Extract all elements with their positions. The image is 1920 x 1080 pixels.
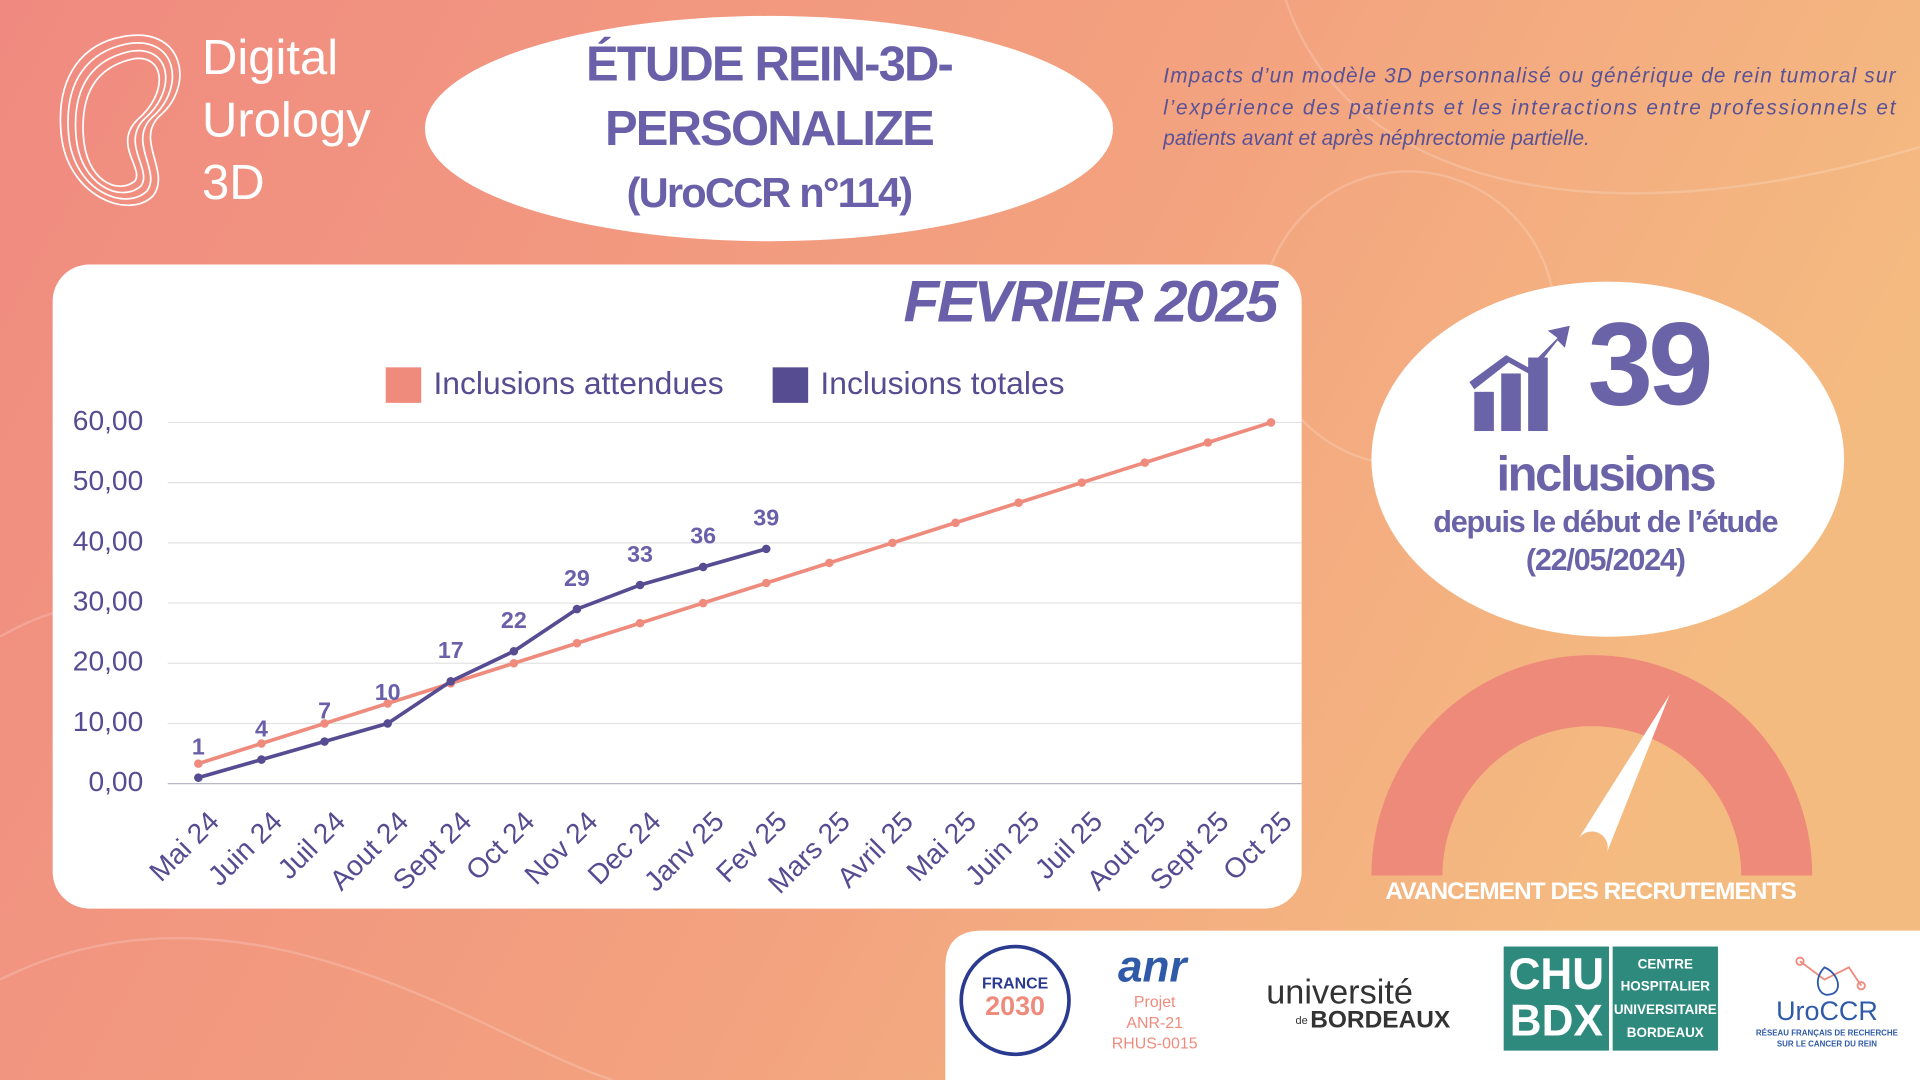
logo-text: BDX xyxy=(1510,996,1604,1045)
growth-icon xyxy=(1469,325,1570,432)
data-point xyxy=(1140,458,1150,467)
gauge-label: AVANCEMENT DES RECRUTEMENTS xyxy=(1385,878,1796,905)
data-label: 33 xyxy=(627,541,653,567)
logo-text: RÉSEAU FRANÇAIS DE RECHERCHE xyxy=(1756,1029,1898,1038)
gauge-arc xyxy=(1371,655,1813,876)
data-point xyxy=(1203,438,1213,447)
data-label: 39 xyxy=(753,505,779,531)
logo-panel xyxy=(945,930,1920,1080)
data-point xyxy=(194,773,203,782)
y-tick-label: 0,00 xyxy=(88,766,143,797)
data-point xyxy=(761,578,771,588)
y-tick-label: 50,00 xyxy=(73,465,143,496)
gauge-needle xyxy=(1577,694,1670,855)
data-point xyxy=(509,646,519,656)
chu-logo xyxy=(1612,946,1718,1051)
logo-text: de xyxy=(1295,1015,1307,1027)
counter-date: (22/05/2024) xyxy=(1526,543,1685,577)
y-tick-label: 30,00 xyxy=(73,585,143,616)
data-point xyxy=(698,598,708,608)
logo-text: CHU xyxy=(1509,950,1605,999)
data-point xyxy=(257,755,266,764)
counter-caption: depuis le début de l’étude xyxy=(1433,505,1777,539)
logo-text: 3D xyxy=(202,156,265,210)
logo-text: ANR-21 xyxy=(1126,1015,1183,1032)
logo-text: BORDEAUX xyxy=(1310,1007,1451,1034)
logo-text: UroCCR xyxy=(1776,996,1878,1026)
legend-swatch xyxy=(772,367,809,403)
data-point xyxy=(635,580,645,590)
series-line xyxy=(197,420,1272,766)
data-point xyxy=(1266,418,1276,427)
logo-text: Projet xyxy=(1134,994,1176,1011)
logo-text: HOSPITALIER xyxy=(1621,979,1711,994)
chart-title: FEVRIER 2025 xyxy=(904,270,1280,335)
study-title: ÉTUDE REIN-3D- xyxy=(586,37,953,91)
description: patients avant et après néphrectomie par… xyxy=(1162,127,1590,150)
y-tick-label: 40,00 xyxy=(73,525,143,556)
data-label: 17 xyxy=(438,637,464,663)
data-label: 29 xyxy=(564,565,590,591)
data-point xyxy=(888,538,897,548)
logo-text: 2030 xyxy=(985,991,1045,1021)
kidney-logo xyxy=(59,34,181,207)
data-point xyxy=(320,719,329,728)
data-point xyxy=(825,558,834,568)
logo-text: université xyxy=(1266,973,1413,1011)
y-tick-label: 20,00 xyxy=(73,646,143,677)
series-line xyxy=(197,547,767,780)
chu-logo xyxy=(1503,946,1609,1051)
france-logo xyxy=(959,944,1071,1057)
data-point xyxy=(383,699,392,708)
logo-text: BORDEAUX xyxy=(1627,1025,1704,1040)
data-label: 4 xyxy=(255,715,268,741)
data-point xyxy=(951,518,960,528)
data-point xyxy=(698,562,708,572)
logo-text: anr xyxy=(1118,942,1189,991)
chart-panel xyxy=(52,264,1302,909)
data-label: 36 xyxy=(690,523,716,549)
study-title: PERSONALIZE xyxy=(605,102,933,156)
data-point xyxy=(572,604,582,614)
data-label: 1 xyxy=(192,733,205,759)
data-point xyxy=(509,658,519,668)
legend-label: Inclusions totales xyxy=(820,365,1064,401)
legend-swatch xyxy=(385,367,422,403)
gauge xyxy=(1371,655,1813,876)
study-title: (UroCCR n°114) xyxy=(627,169,912,216)
data-point xyxy=(761,544,771,554)
y-tick-label: 60,00 xyxy=(73,405,143,436)
data-point xyxy=(383,719,392,728)
data-label: 22 xyxy=(501,607,527,633)
counter-unit: inclusions xyxy=(1496,447,1715,501)
data-point xyxy=(572,638,582,648)
data-point xyxy=(1077,478,1087,487)
data-label: 10 xyxy=(375,679,401,705)
logo-text: UNIVERSITAIRE xyxy=(1614,1002,1717,1017)
data-label: 7 xyxy=(318,697,331,723)
data-point xyxy=(1014,498,1023,507)
logo-text: CENTRE xyxy=(1638,956,1693,971)
description: Impacts d’un modèle 3D personnalisé ou g… xyxy=(1163,65,1896,88)
counter-value: 39 xyxy=(1588,299,1710,430)
logo-text: SUR LE CANCER DU REIN xyxy=(1777,1040,1877,1049)
data-point xyxy=(446,677,456,686)
logo-text: FRANCE xyxy=(982,976,1048,993)
uroccr-icon xyxy=(1795,956,1866,996)
data-point xyxy=(635,618,645,628)
data-point xyxy=(194,759,203,768)
data-point xyxy=(257,739,266,748)
data-point xyxy=(320,737,329,746)
legend-label: Inclusions attendues xyxy=(433,365,723,401)
logo-text: Digital xyxy=(202,31,338,85)
title-ellipse xyxy=(424,15,1114,242)
y-tick-label: 10,00 xyxy=(73,706,143,737)
logo-text: Urology xyxy=(202,94,371,148)
logo-text: RHUS-0015 xyxy=(1112,1036,1198,1053)
